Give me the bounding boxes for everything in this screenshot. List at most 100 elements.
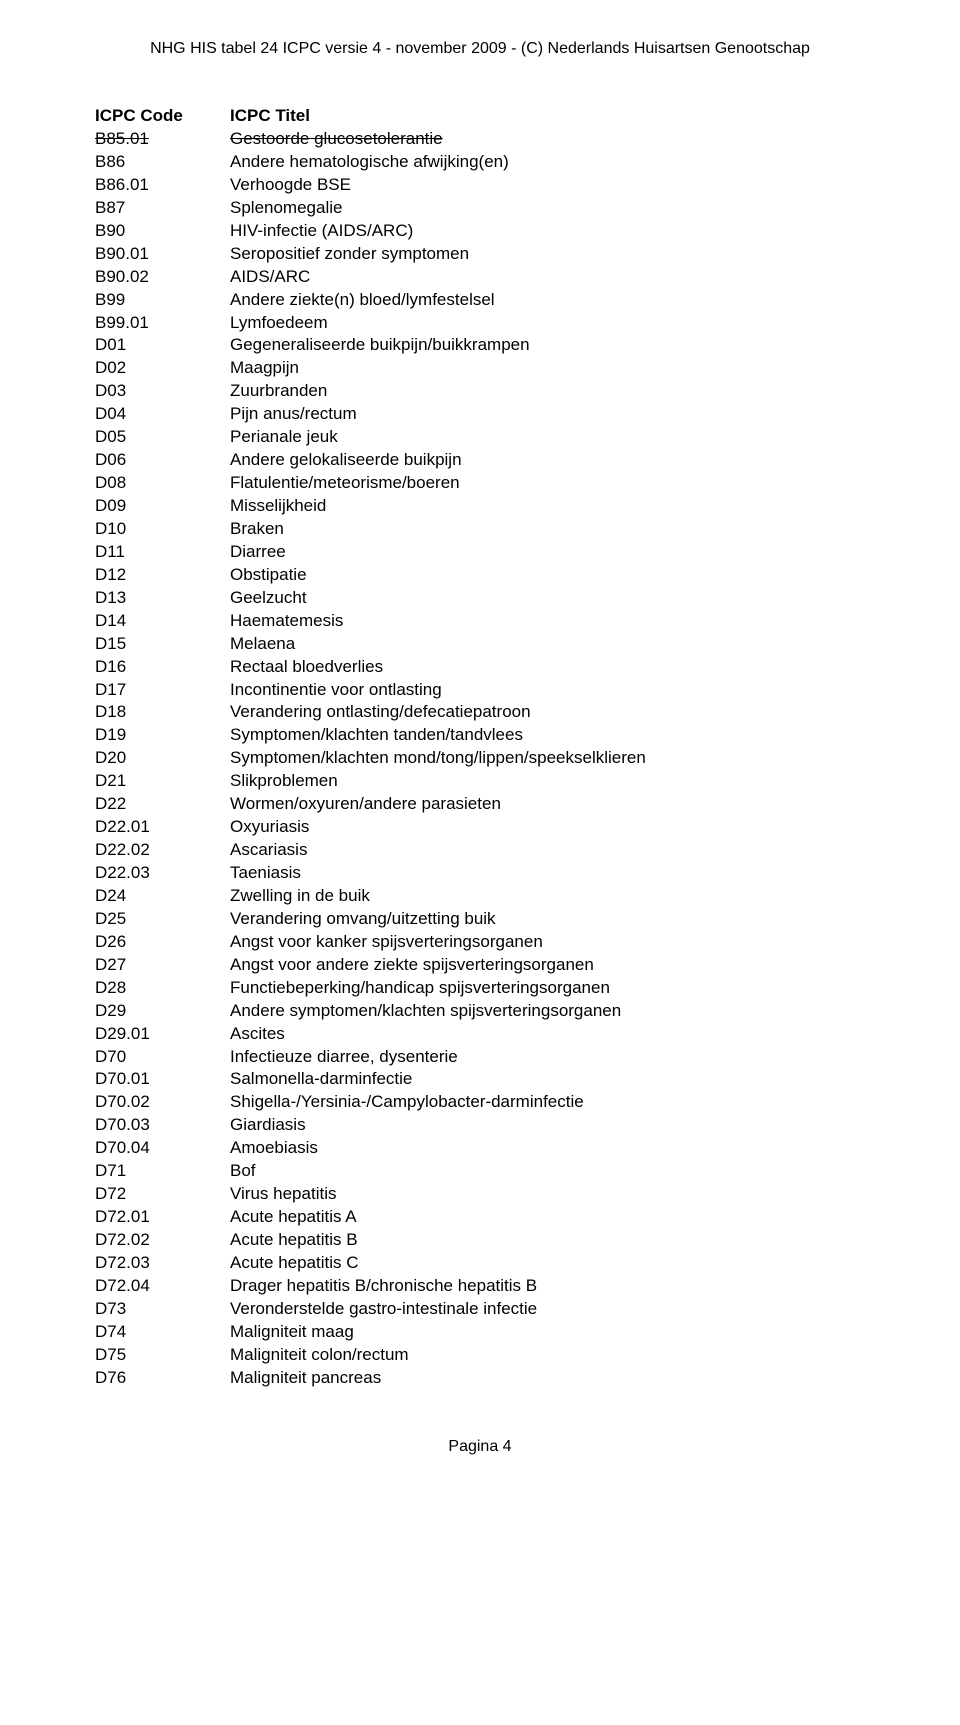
table-row: D76Maligniteit pancreas xyxy=(95,1367,865,1390)
cell-code: B85.01 xyxy=(95,128,230,151)
table-row: B90.01Seropositief zonder symptomen xyxy=(95,243,865,266)
cell-code: B86 xyxy=(95,151,230,174)
cell-title: Acute hepatitis B xyxy=(230,1229,865,1252)
cell-title: Drager hepatitis B/chronische hepatitis … xyxy=(230,1275,865,1298)
table-row: D02Maagpijn xyxy=(95,357,865,380)
table-row: D72Virus hepatitis xyxy=(95,1183,865,1206)
cell-code: B87 xyxy=(95,197,230,220)
cell-title: Perianale jeuk xyxy=(230,426,865,449)
table-row: D74Maligniteit maag xyxy=(95,1321,865,1344)
cell-title: Veronderstelde gastro-intestinale infect… xyxy=(230,1298,865,1321)
table-row: D09Misselijkheid xyxy=(95,495,865,518)
cell-code: D21 xyxy=(95,770,230,793)
table-row: D18Verandering ontlasting/defecatiepatro… xyxy=(95,701,865,724)
cell-code: D05 xyxy=(95,426,230,449)
table-row: D01Gegeneraliseerde buikpijn/buikkrampen xyxy=(95,334,865,357)
table-row: D26Angst voor kanker spijsverteringsorga… xyxy=(95,931,865,954)
cell-code: D12 xyxy=(95,564,230,587)
table-header-row: ICPC Code ICPC Titel xyxy=(95,106,865,126)
cell-code: B99.01 xyxy=(95,312,230,335)
table-row: D70.04Amoebiasis xyxy=(95,1137,865,1160)
cell-code: D29 xyxy=(95,1000,230,1023)
cell-title: Gegeneraliseerde buikpijn/buikkrampen xyxy=(230,334,865,357)
table-row: D72.03Acute hepatitis C xyxy=(95,1252,865,1275)
table-row: D22Wormen/oxyuren/andere parasieten xyxy=(95,793,865,816)
cell-code: D02 xyxy=(95,357,230,380)
cell-code: D26 xyxy=(95,931,230,954)
table-row: D28Functiebeperking/handicap spijsverter… xyxy=(95,977,865,1000)
cell-title: Splenomegalie xyxy=(230,197,865,220)
cell-title: Obstipatie xyxy=(230,564,865,587)
document-header: NHG HIS tabel 24 ICPC versie 4 - novembe… xyxy=(95,40,865,58)
table-row: D04Pijn anus/rectum xyxy=(95,403,865,426)
cell-code: D03 xyxy=(95,380,230,403)
cell-title: Rectaal bloedverlies xyxy=(230,656,865,679)
table-row: D73Veronderstelde gastro-intestinale inf… xyxy=(95,1298,865,1321)
cell-title: Maligniteit colon/rectum xyxy=(230,1344,865,1367)
cell-title: Incontinentie voor ontlasting xyxy=(230,679,865,702)
cell-title: Lymfoedeem xyxy=(230,312,865,335)
cell-title: Zuurbranden xyxy=(230,380,865,403)
cell-code: D70.01 xyxy=(95,1068,230,1091)
table-row: D29.01Ascites xyxy=(95,1023,865,1046)
cell-title: Gestoorde glucosetolerantie xyxy=(230,128,865,151)
cell-code: D14 xyxy=(95,610,230,633)
cell-title: Functiebeperking/handicap spijsvertering… xyxy=(230,977,865,1000)
cell-code: D01 xyxy=(95,334,230,357)
cell-code: D71 xyxy=(95,1160,230,1183)
table-row: D10Braken xyxy=(95,518,865,541)
cell-title: Andere symptomen/klachten spijsvertering… xyxy=(230,1000,865,1023)
cell-code: D72.03 xyxy=(95,1252,230,1275)
cell-code: D72 xyxy=(95,1183,230,1206)
cell-title: Infectieuze diarree, dysenterie xyxy=(230,1046,865,1069)
table-row: B90HIV-infectie (AIDS/ARC) xyxy=(95,220,865,243)
table-row: D06Andere gelokaliseerde buikpijn xyxy=(95,449,865,472)
cell-title: Seropositief zonder symptomen xyxy=(230,243,865,266)
page-footer: Pagina 4 xyxy=(95,1438,865,1456)
cell-code: D08 xyxy=(95,472,230,495)
cell-code: D27 xyxy=(95,954,230,977)
cell-title: Symptomen/klachten tanden/tandvlees xyxy=(230,724,865,747)
cell-code: D73 xyxy=(95,1298,230,1321)
cell-title: Geelzucht xyxy=(230,587,865,610)
table-row: D72.04Drager hepatitis B/chronische hepa… xyxy=(95,1275,865,1298)
table-body: B85.01Gestoorde glucosetolerantieB86Ande… xyxy=(95,128,865,1390)
cell-code: D09 xyxy=(95,495,230,518)
table-row: D70.02Shigella-/Yersinia-/Campylobacter-… xyxy=(95,1091,865,1114)
cell-code: D22 xyxy=(95,793,230,816)
table-row: D29Andere symptomen/klachten spijsverter… xyxy=(95,1000,865,1023)
cell-title: HIV-infectie (AIDS/ARC) xyxy=(230,220,865,243)
cell-code: D18 xyxy=(95,701,230,724)
cell-code: D70.04 xyxy=(95,1137,230,1160)
cell-code: D72.04 xyxy=(95,1275,230,1298)
cell-code: D72.01 xyxy=(95,1206,230,1229)
cell-code: B90 xyxy=(95,220,230,243)
cell-code: D06 xyxy=(95,449,230,472)
cell-code: D22.01 xyxy=(95,816,230,839)
column-header-code: ICPC Code xyxy=(95,106,230,126)
cell-title: Shigella-/Yersinia-/Campylobacter-darmin… xyxy=(230,1091,865,1114)
cell-code: D76 xyxy=(95,1367,230,1390)
cell-title: Maligniteit pancreas xyxy=(230,1367,865,1390)
cell-title: Misselijkheid xyxy=(230,495,865,518)
table-row: D12Obstipatie xyxy=(95,564,865,587)
table-row: D16Rectaal bloedverlies xyxy=(95,656,865,679)
table-row: B86.01Verhoogde BSE xyxy=(95,174,865,197)
cell-code: D17 xyxy=(95,679,230,702)
table-row: D75Maligniteit colon/rectum xyxy=(95,1344,865,1367)
table-row: D70.03Giardiasis xyxy=(95,1114,865,1137)
cell-title: Maligniteit maag xyxy=(230,1321,865,1344)
table-row: D71Bof xyxy=(95,1160,865,1183)
cell-title: Giardiasis xyxy=(230,1114,865,1137)
cell-code: D20 xyxy=(95,747,230,770)
table-row: B87Splenomegalie xyxy=(95,197,865,220)
cell-code: D22.03 xyxy=(95,862,230,885)
cell-title: Maagpijn xyxy=(230,357,865,380)
cell-code: D11 xyxy=(95,541,230,564)
table-row: B90.02AIDS/ARC xyxy=(95,266,865,289)
cell-title: Andere hematologische afwijking(en) xyxy=(230,151,865,174)
cell-code: D25 xyxy=(95,908,230,931)
cell-title: Oxyuriasis xyxy=(230,816,865,839)
table-row: B99Andere ziekte(n) bloed/lymfestelsel xyxy=(95,289,865,312)
table-row: D70Infectieuze diarree, dysenterie xyxy=(95,1046,865,1069)
